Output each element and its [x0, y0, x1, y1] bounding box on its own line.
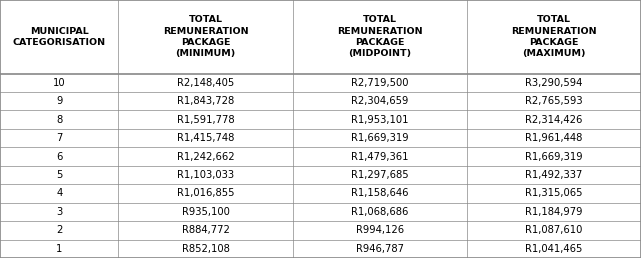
Text: R1,041,465: R1,041,465: [525, 244, 583, 254]
Text: R1,068,686: R1,068,686: [351, 207, 408, 217]
Bar: [0, 166, 119, 184]
Bar: [293, 239, 467, 258]
Text: R1,087,610: R1,087,610: [525, 225, 583, 235]
Bar: [467, 147, 641, 166]
Text: R1,103,033: R1,103,033: [177, 170, 234, 180]
Text: R1,158,646: R1,158,646: [351, 188, 408, 198]
Bar: [293, 147, 467, 166]
Bar: [0, 74, 119, 92]
Text: MUNICIPAL
CATEGORISATION: MUNICIPAL CATEGORISATION: [13, 27, 106, 47]
Bar: [0, 184, 119, 203]
Bar: [119, 147, 293, 166]
Text: R852,108: R852,108: [181, 244, 229, 254]
Bar: [467, 110, 641, 129]
Bar: [119, 74, 293, 92]
Text: R935,100: R935,100: [181, 207, 229, 217]
Text: 4: 4: [56, 188, 62, 198]
Text: 5: 5: [56, 170, 62, 180]
Bar: [293, 221, 467, 239]
Bar: [0, 221, 119, 239]
Bar: [119, 203, 293, 221]
Text: 6: 6: [56, 151, 62, 162]
Bar: [119, 221, 293, 239]
Text: 9: 9: [56, 96, 62, 106]
Bar: [119, 110, 293, 129]
Text: R1,479,361: R1,479,361: [351, 151, 408, 162]
Bar: [467, 74, 641, 92]
Text: R2,765,593: R2,765,593: [525, 96, 583, 106]
Text: R1,415,748: R1,415,748: [177, 133, 234, 143]
Bar: [293, 166, 467, 184]
Bar: [293, 0, 467, 74]
Text: R1,843,728: R1,843,728: [177, 96, 234, 106]
Text: R2,304,659: R2,304,659: [351, 96, 408, 106]
Text: R884,772: R884,772: [181, 225, 229, 235]
Bar: [467, 92, 641, 110]
Bar: [467, 184, 641, 203]
Bar: [119, 0, 293, 74]
Text: R2,148,405: R2,148,405: [177, 78, 234, 88]
Text: 7: 7: [56, 133, 62, 143]
Text: R994,126: R994,126: [356, 225, 404, 235]
Bar: [467, 221, 641, 239]
Bar: [0, 0, 119, 74]
Text: 1: 1: [56, 244, 62, 254]
Text: R1,669,319: R1,669,319: [351, 133, 408, 143]
Text: R1,242,662: R1,242,662: [177, 151, 235, 162]
Text: R3,290,594: R3,290,594: [525, 78, 583, 88]
Text: R946,787: R946,787: [356, 244, 404, 254]
Bar: [467, 203, 641, 221]
Text: R1,184,979: R1,184,979: [525, 207, 583, 217]
Bar: [467, 166, 641, 184]
Bar: [467, 0, 641, 74]
Bar: [0, 92, 119, 110]
Text: 10: 10: [53, 78, 65, 88]
Bar: [293, 92, 467, 110]
Text: TOTAL
REMUNERATION
PACKAGE
(MAXIMUM): TOTAL REMUNERATION PACKAGE (MAXIMUM): [511, 15, 597, 59]
Bar: [293, 74, 467, 92]
Bar: [0, 203, 119, 221]
Bar: [293, 203, 467, 221]
Bar: [293, 129, 467, 147]
Bar: [119, 184, 293, 203]
Bar: [119, 129, 293, 147]
Text: TOTAL
REMUNERATION
PACKAGE
(MINIMUM): TOTAL REMUNERATION PACKAGE (MINIMUM): [163, 15, 248, 59]
Text: R1,297,685: R1,297,685: [351, 170, 408, 180]
Text: R1,669,319: R1,669,319: [525, 151, 583, 162]
Text: R1,953,101: R1,953,101: [351, 115, 408, 125]
Bar: [293, 110, 467, 129]
Text: R1,315,065: R1,315,065: [525, 188, 583, 198]
Bar: [119, 239, 293, 258]
Text: R1,492,337: R1,492,337: [525, 170, 583, 180]
Bar: [0, 129, 119, 147]
Bar: [0, 110, 119, 129]
Text: 8: 8: [56, 115, 62, 125]
Text: R1,591,778: R1,591,778: [177, 115, 235, 125]
Text: TOTAL
REMUNERATION
PACKAGE
(MIDPOINT): TOTAL REMUNERATION PACKAGE (MIDPOINT): [337, 15, 422, 59]
Bar: [467, 129, 641, 147]
Text: 3: 3: [56, 207, 62, 217]
Text: 2: 2: [56, 225, 62, 235]
Bar: [0, 147, 119, 166]
Bar: [119, 166, 293, 184]
Bar: [119, 92, 293, 110]
Bar: [467, 239, 641, 258]
Bar: [0, 239, 119, 258]
Bar: [293, 184, 467, 203]
Text: R1,961,448: R1,961,448: [525, 133, 583, 143]
Text: R2,719,500: R2,719,500: [351, 78, 408, 88]
Text: R2,314,426: R2,314,426: [525, 115, 583, 125]
Text: R1,016,855: R1,016,855: [177, 188, 235, 198]
